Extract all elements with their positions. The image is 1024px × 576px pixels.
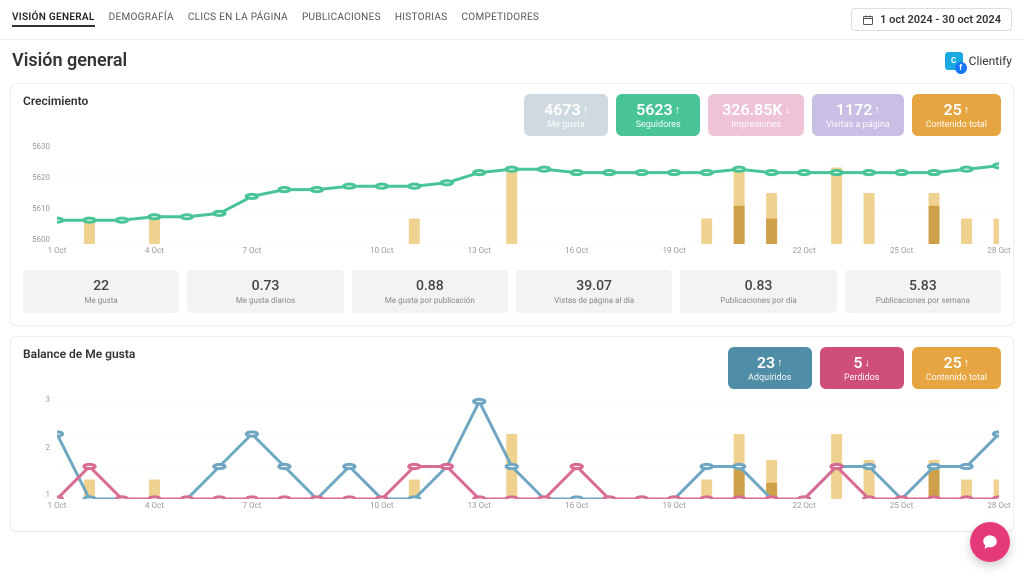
- growth-x-axis: 1 Oct4 Oct7 Oct10 Oct13 Oct16 Oct19 Oct2…: [57, 246, 999, 258]
- facebook-icon: f: [955, 62, 967, 74]
- metric-tile[interactable]: 23↑Adquiridos: [728, 347, 812, 389]
- growth-title: Crecimiento: [23, 94, 88, 108]
- stat-box: 0.73Me gusta diarios: [187, 270, 343, 313]
- balance-tiles: 23↑Adquiridos5↓Perdidos25↑Contenido tota…: [728, 347, 1001, 389]
- chat-icon: [981, 533, 999, 551]
- brand-name: Clientify: [969, 54, 1012, 68]
- page-title: Visión general: [12, 50, 127, 71]
- metric-tile[interactable]: 326.85K↓Impresiones: [708, 94, 804, 136]
- balance-y-axis: 321: [23, 395, 53, 499]
- nav-tab[interactable]: DEMOGRAFÍA: [109, 12, 174, 27]
- stat-box: 22Me gusta: [23, 270, 179, 313]
- balance-chart: 321 1 Oct4 Oct7 Oct10 Oct13 Oct16 Oct19 …: [23, 395, 1001, 513]
- stat-box: 5.83Publicaciones por semana: [845, 270, 1001, 313]
- growth-y-axis: 5630562056105600: [23, 142, 53, 244]
- balance-card: Balance de Me gusta 23↑Adquiridos5↓Perdi…: [10, 336, 1014, 532]
- growth-tiles: 4673↑Me gusta5623↑Seguidores326.85K↓Impr…: [524, 94, 1001, 136]
- calendar-icon: [862, 14, 874, 26]
- top-bar: VISIÓN GENERAL DEMOGRAFÍA CLICS EN LA PÁGI…: [0, 0, 1024, 40]
- balance-title: Balance de Me gusta: [23, 347, 135, 361]
- nav-tab[interactable]: CLICS EN LA PÁGINA: [188, 12, 288, 27]
- chat-fab[interactable]: [970, 522, 1010, 562]
- metric-tile[interactable]: 25↑Contenido total: [912, 347, 1001, 389]
- metric-tile[interactable]: 5623↑Seguidores: [616, 94, 700, 136]
- sub-header: Visión general C f Clientify: [0, 40, 1024, 77]
- metric-tile[interactable]: 4673↑Me gusta: [524, 94, 608, 136]
- growth-card: Crecimiento 4673↑Me gusta5623↑Seguidores…: [10, 83, 1014, 326]
- stat-box: 0.88Me gusta por publicación: [352, 270, 508, 313]
- stat-box: 39.07Vistas de página al día: [516, 270, 672, 313]
- brand-badge: C f: [945, 52, 963, 70]
- date-range-picker[interactable]: 1 oct 2024 - 30 oct 2024: [851, 8, 1012, 31]
- metric-tile[interactable]: 25↑Contenido total: [912, 94, 1001, 136]
- growth-chart: 5630562056105600 1 Oct4 Oct7 Oct10 Oct13…: [23, 142, 1001, 258]
- date-range-text: 1 oct 2024 - 30 oct 2024: [880, 13, 1001, 26]
- balance-x-axis: 1 Oct4 Oct7 Oct10 Oct13 Oct16 Oct19 Oct2…: [57, 501, 999, 513]
- metric-tile[interactable]: 1172↑Visitas a página: [812, 94, 904, 136]
- nav-tab[interactable]: VISIÓN GENERAL: [12, 12, 95, 27]
- brand-area[interactable]: C f Clientify: [945, 52, 1012, 70]
- nav-tabs: VISIÓN GENERAL DEMOGRAFÍA CLICS EN LA PÁGI…: [12, 12, 539, 27]
- nav-tab[interactable]: COMPETIDORES: [461, 12, 539, 27]
- growth-stats: 22Me gusta0.73Me gusta diarios0.88Me gus…: [23, 270, 1001, 313]
- stat-box: 0.83Publicaciones por día: [680, 270, 836, 313]
- nav-tab[interactable]: PUBLICACIONES: [302, 12, 381, 27]
- nav-tab[interactable]: HISTORIAS: [395, 12, 448, 27]
- metric-tile[interactable]: 5↓Perdidos: [820, 347, 904, 389]
